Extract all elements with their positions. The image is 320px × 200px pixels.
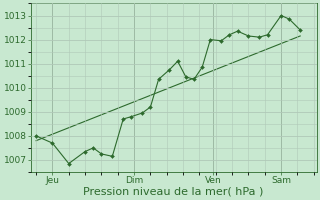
- X-axis label: Pression niveau de la mer( hPa ): Pression niveau de la mer( hPa ): [84, 187, 264, 197]
